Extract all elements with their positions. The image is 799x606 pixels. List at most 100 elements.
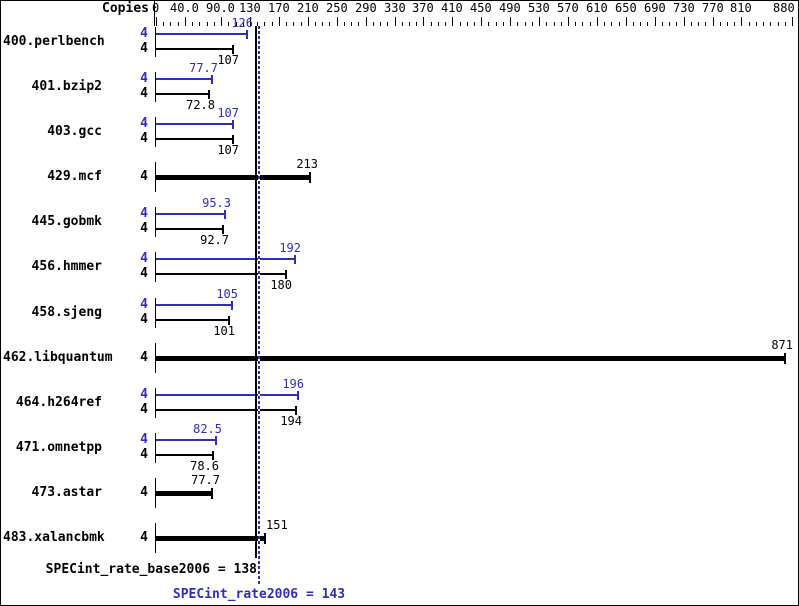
axis-minor-tick: [199, 22, 200, 26]
peak-bar: [156, 123, 233, 125]
axis-major-tick: [481, 17, 482, 26]
axis-minor-tick: [214, 22, 215, 26]
axis-minor-tick: [619, 22, 620, 26]
peak-copies-value: 4: [140, 297, 148, 312]
peak-bar-end-tick: [232, 120, 234, 129]
axis-label: 610: [586, 1, 608, 15]
axis-label: 730: [673, 1, 695, 15]
peak-bar-end-tick: [211, 75, 213, 84]
base-bar: [156, 356, 785, 361]
base-copies-value: 4: [140, 350, 148, 365]
axis-major-tick: [279, 17, 280, 26]
peak-bar-end-tick: [215, 436, 217, 445]
axis-minor-tick: [380, 22, 381, 26]
base-value-label: 180: [270, 278, 292, 292]
axis-minor-tick: [351, 22, 352, 26]
base-value-label: 871: [771, 338, 793, 352]
axis-minor-tick: [611, 22, 612, 26]
benchmark-name: 403.gcc: [47, 124, 102, 139]
peak-value-label: 196: [282, 377, 304, 391]
base-copies-value: 4: [140, 169, 148, 184]
axis-minor-tick: [272, 22, 273, 26]
axis-label: 770: [702, 1, 724, 15]
axis-minor-tick: [228, 22, 229, 26]
peak-bar: [156, 258, 295, 260]
axis-minor-tick: [416, 22, 417, 26]
axis-minor-tick: [647, 22, 648, 26]
axis-major-tick: [423, 17, 424, 26]
axis-major-tick: [185, 17, 186, 26]
peak-bar: [156, 78, 212, 80]
base-bar-end-tick: [232, 45, 234, 54]
base-bar-end-tick: [264, 533, 266, 544]
axis-minor-tick: [676, 22, 677, 26]
row-start-bracket: [155, 478, 156, 508]
axis-major-tick: [684, 17, 685, 26]
axis-minor-tick: [546, 22, 547, 26]
base-bar-end-tick: [208, 90, 210, 99]
benchmark-name: 445.gobmk: [31, 214, 102, 229]
base-value-label: 107: [217, 53, 239, 67]
base-bar-end-tick: [295, 406, 297, 415]
axis-major-tick: [366, 17, 367, 26]
base-copies-value: 4: [140, 402, 148, 417]
axis-minor-tick: [163, 22, 164, 26]
axis-major-tick: [308, 17, 309, 26]
peak-value-label: 95.3: [202, 196, 231, 210]
axis-minor-tick: [358, 22, 359, 26]
benchmark-name: 473.astar: [31, 485, 102, 500]
axis-label: 880: [773, 1, 795, 15]
base-value-label: 92.7: [200, 233, 229, 247]
axis-minor-tick: [373, 22, 374, 26]
axis-minor-tick: [236, 22, 237, 26]
axis-major-tick: [510, 17, 511, 26]
axis-minor-tick: [243, 22, 244, 26]
base-copies-value: 4: [140, 131, 148, 146]
axis-minor-tick: [329, 22, 330, 26]
benchmark-name: 401.bzip2: [31, 79, 102, 94]
axis-minor-tick: [431, 22, 432, 26]
axis-minor-tick: [293, 22, 294, 26]
peak-bar: [156, 304, 232, 306]
base-bar-end-tick: [228, 316, 230, 325]
axis-label: 0: [152, 1, 160, 15]
axis-minor-tick: [604, 22, 605, 26]
base-bar: [156, 175, 310, 180]
axis-major-tick: [713, 17, 714, 26]
base-copies-value: 4: [140, 266, 148, 281]
base-copies-value: 4: [140, 312, 148, 327]
axis-minor-tick: [438, 22, 439, 26]
axis-minor-tick: [575, 22, 576, 26]
axis-major-tick: [539, 17, 540, 26]
peak-value-label: 77.7: [189, 61, 218, 75]
row-start-bracket: [155, 27, 156, 57]
axis-major-tick: [741, 17, 742, 26]
base-median-line: [255, 26, 257, 558]
base-bar-end-tick: [222, 225, 224, 234]
peak-value-label: 105: [216, 287, 238, 301]
axis-minor-tick: [770, 22, 771, 26]
axis-label: 530: [528, 1, 550, 15]
base-bar: [156, 93, 209, 95]
base-bar-end-tick: [232, 135, 234, 144]
base-value-label: 72.8: [186, 98, 215, 112]
axis-minor-tick: [170, 22, 171, 26]
peak-bar-end-tick: [231, 301, 233, 310]
axis-major-tick: [792, 17, 793, 26]
base-bar-end-tick: [285, 270, 287, 279]
peak-bar-end-tick: [294, 255, 296, 264]
base-value-label: 107: [217, 143, 239, 157]
benchmark-name: 464.h264ref: [15, 395, 102, 410]
axis-major-tick: [395, 17, 396, 26]
axis-label: 290: [355, 1, 377, 15]
axis-major-tick: [655, 17, 656, 26]
axis-minor-tick: [460, 22, 461, 26]
axis-label: 450: [470, 1, 492, 15]
peak-copies-value: 4: [140, 206, 148, 221]
axis-minor-tick: [322, 22, 323, 26]
base-value-label: 194: [280, 414, 302, 428]
axis-minor-tick: [582, 22, 583, 26]
row-start-bracket: [155, 117, 156, 147]
axis-label: 40.0: [170, 1, 199, 15]
peak-bar: [156, 439, 216, 441]
